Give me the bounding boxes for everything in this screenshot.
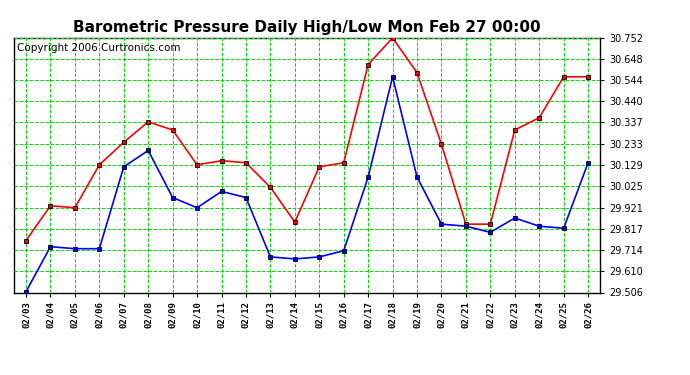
Text: Copyright 2006 Curtronics.com: Copyright 2006 Curtronics.com — [17, 43, 180, 52]
Title: Barometric Pressure Daily High/Low Mon Feb 27 00:00: Barometric Pressure Daily High/Low Mon F… — [73, 20, 541, 35]
